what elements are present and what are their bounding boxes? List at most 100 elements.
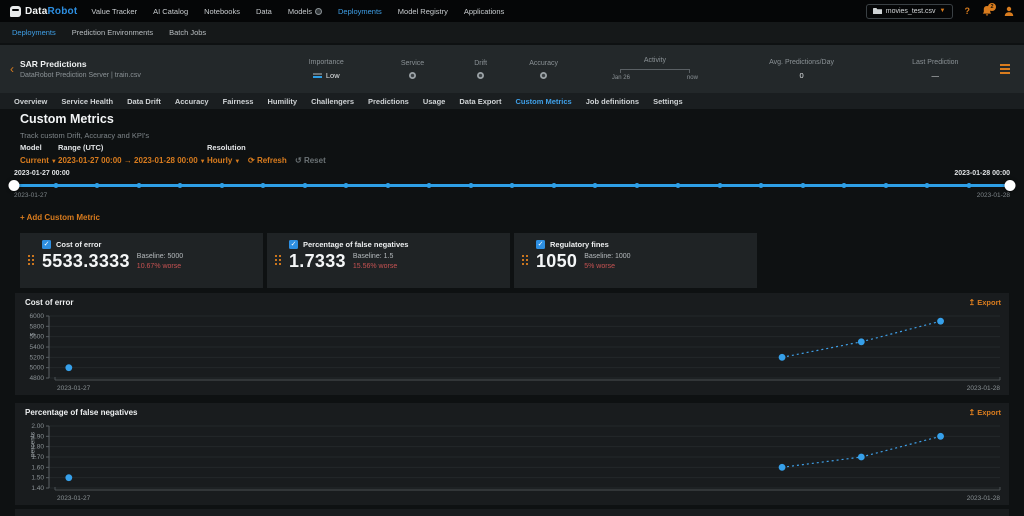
reset-button[interactable]: ↺ Reset (295, 156, 326, 165)
datarobot-logo[interactable]: DataRobot (10, 6, 77, 17)
notifications-button[interactable]: 2 (982, 6, 992, 17)
metric-delta: 10.67% worse (137, 263, 183, 270)
file-selector[interactable]: movies_test.csv ▼ (866, 4, 953, 19)
help-icon[interactable]: ? (965, 6, 971, 16)
drift-status-unknown-icon (477, 72, 484, 79)
slider-end-date: 2023-01-28 (977, 192, 1010, 199)
slider-tick-dot (178, 183, 183, 188)
metric-card-regulatory-fines: ✓ Regulatory fines 1050 Baseline: 1000 5… (514, 233, 757, 288)
svg-text:4800: 4800 (30, 375, 45, 382)
slider-tick-dot (219, 183, 224, 188)
slider-start-datetime: 2023-01-27 00:00 (14, 170, 70, 177)
sub-nav-item-deployments[interactable]: Deployments (12, 28, 56, 37)
deployment-subtitle: DataRobot Prediction Server | train.csv (20, 72, 279, 79)
slider-tick-dot (510, 183, 515, 188)
chevron-down-icon: ▼ (200, 159, 206, 165)
top-nav-item-applications[interactable]: Applications (464, 7, 504, 16)
chart-svg: 48005000520054005600580060002023-01-2720… (15, 311, 1009, 393)
metric-value: 1.7333 (289, 251, 346, 272)
datarobot-logo-text: DataRobot (25, 6, 77, 17)
chart-panel-false-negatives: Percentage of false negatives ↥Export pe… (15, 403, 1009, 505)
service-status-unknown-icon (409, 72, 416, 79)
add-custom-metric-button[interactable]: + Add Custom Metric (20, 213, 100, 222)
metric-baseline: Baseline: 1000 (584, 253, 630, 260)
slider-tick-dot (925, 183, 930, 188)
tab-challengers[interactable]: Challengers (311, 97, 354, 106)
tab-service-health[interactable]: Service Health (61, 97, 113, 106)
stat-service: Service (374, 60, 452, 79)
top-nav-item-models[interactable]: Models (288, 7, 322, 16)
range-label: Range (UTC) (58, 143, 103, 152)
top-nav-item-ai-catalog[interactable]: AI Catalog (153, 7, 188, 16)
export-button[interactable]: ↥Export (969, 298, 1001, 307)
stat-drift: Drift (451, 60, 510, 79)
svg-text:5600: 5600 (30, 334, 45, 341)
chart-title: Cost of error (25, 298, 73, 307)
reset-icon: ↺ (295, 156, 304, 165)
metric-checkbox[interactable]: ✓ (289, 240, 298, 249)
slider-tick-dot (966, 183, 971, 188)
model-select[interactable]: Current▼ (20, 156, 57, 165)
svg-text:1.90: 1.90 (31, 433, 44, 440)
model-label: Model (20, 143, 42, 152)
slider-handle-end[interactable] (1005, 180, 1016, 191)
tab-usage[interactable]: Usage (423, 97, 446, 106)
page-subtitle: Track custom Drift, Accuracy and KPI's (20, 131, 149, 140)
range-select[interactable]: 2023-01-27 00:00 → 2023-01-28 00:00▼ (58, 156, 206, 165)
refresh-button[interactable]: ⟳ Refresh (248, 156, 287, 165)
top-nav-item-data[interactable]: Data (256, 7, 272, 16)
export-button[interactable]: ↥Export (969, 408, 1001, 417)
slider-tick-dot (302, 183, 307, 188)
slider-end-datetime: 2023-01-28 00:00 (954, 170, 1010, 177)
resolution-select[interactable]: Hourly▼ (207, 156, 240, 165)
svg-text:6000: 6000 (30, 313, 45, 320)
tab-custom-metrics[interactable]: Custom Metrics (515, 97, 571, 106)
importance-value: Low (326, 71, 340, 80)
drag-handle-icon[interactable] (521, 254, 528, 266)
slider-track[interactable] (14, 184, 1010, 187)
tab-overview[interactable]: Overview (14, 97, 47, 106)
folder-icon (873, 7, 882, 15)
metric-label: Regulatory fines (550, 240, 609, 249)
user-menu-button[interactable] (1004, 6, 1014, 16)
tab-accuracy[interactable]: Accuracy (175, 97, 209, 106)
tab-data-export[interactable]: Data Export (459, 97, 501, 106)
back-button[interactable]: ‹ (0, 62, 20, 76)
top-nav-item-model-registry[interactable]: Model Registry (398, 7, 448, 16)
tab-data-drift[interactable]: Data Drift (127, 97, 161, 106)
top-nav-right: movies_test.csv ▼ ? 2 (866, 4, 1014, 19)
slider-handle-start[interactable] (9, 180, 20, 191)
slider-tick-dot (634, 183, 639, 188)
chart-title: Percentage of false negatives (25, 408, 138, 417)
accuracy-status-unknown-icon (540, 72, 547, 79)
tab-predictions[interactable]: Predictions (368, 97, 409, 106)
metric-baseline: Baseline: 5000 (137, 253, 183, 260)
sub-nav-item-batch-jobs[interactable]: Batch Jobs (169, 28, 206, 37)
top-nav-item-value-tracker[interactable]: Value Tracker (91, 7, 137, 16)
tab-job-definitions[interactable]: Job definitions (586, 97, 639, 106)
avg-predictions-value: 0 (733, 71, 871, 80)
tab-fairness[interactable]: Fairness (223, 97, 254, 106)
tab-humility[interactable]: Humility (267, 97, 297, 106)
top-nav: DataRobot Value Tracker AI Catalog Noteboo… (0, 0, 1024, 22)
top-nav-item-deployments[interactable]: Deployments (338, 7, 382, 16)
slider-tick-dot (136, 183, 141, 188)
drag-handle-icon[interactable] (27, 254, 34, 266)
metric-label: Percentage of false negatives (303, 240, 408, 249)
deployment-actions-menu-icon[interactable] (1000, 64, 1010, 74)
drag-handle-icon[interactable] (274, 254, 281, 266)
export-icon: ↥ (969, 408, 976, 417)
deployment-tabs: Overview Service Health Data Drift Accuracy… (0, 93, 1024, 109)
slider-tick-dot (344, 183, 349, 188)
tab-settings[interactable]: Settings (653, 97, 683, 106)
metric-checkbox[interactable]: ✓ (42, 240, 51, 249)
deployment-header: ‹ SAR Predictions DataRobot Prediction S… (0, 45, 1024, 93)
top-nav-item-notebooks[interactable]: Notebooks (204, 7, 240, 16)
slider-tick-dot (427, 183, 432, 188)
metric-checkbox[interactable]: ✓ (536, 240, 545, 249)
chart-svg: 1.401.501.601.701.801.902.002023-01-2720… (15, 421, 1009, 503)
controls-row: Model Current▼ Range (UTC) 2023-01-27 00… (0, 143, 1024, 169)
slider-tick-dot (53, 183, 58, 188)
deployment-title: SAR Predictions (20, 59, 279, 69)
sub-nav-item-prediction-environments[interactable]: Prediction Environments (72, 28, 153, 37)
